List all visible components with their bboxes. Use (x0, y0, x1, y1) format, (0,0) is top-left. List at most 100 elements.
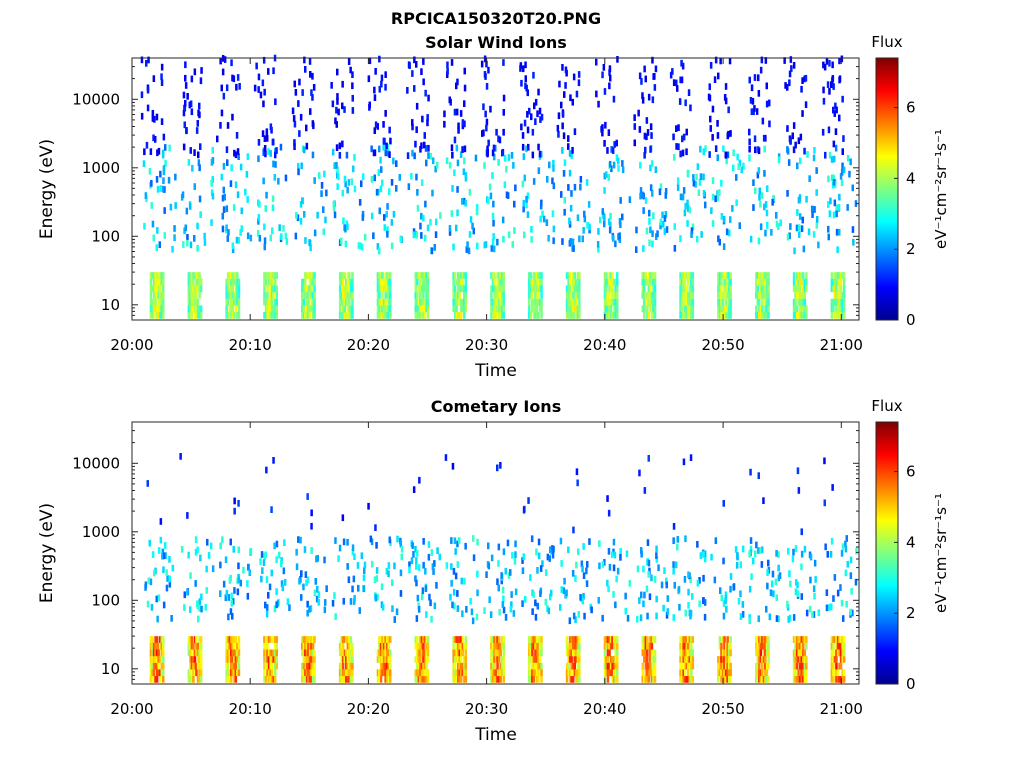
heatmap-cell (775, 615, 779, 622)
heatmap-cell (802, 305, 805, 313)
heatmap-cell (274, 656, 277, 663)
heatmap-cell (502, 636, 505, 643)
heatmap-cell (643, 649, 646, 657)
heatmap-cell (795, 662, 799, 670)
heatmap-cell (502, 606, 506, 614)
heatmap-cell (578, 649, 581, 657)
heatmap-cell (528, 292, 531, 299)
heatmap-cell (155, 285, 159, 293)
heatmap-cell (347, 576, 351, 584)
heatmap-cell (727, 662, 731, 670)
heatmap-cell (798, 669, 802, 677)
colorbar-ticks (894, 471, 898, 685)
heatmap-cell (392, 157, 395, 165)
heatmap-cell (272, 636, 275, 643)
heatmap-cell (685, 285, 688, 293)
heatmap-cell (535, 662, 539, 670)
heatmap-cell (186, 239, 189, 247)
heatmap-cell (795, 292, 799, 299)
heatmap-cell (534, 613, 538, 621)
heatmap-cell (609, 74, 612, 82)
heatmap-cell (703, 613, 707, 621)
heatmap-cell (246, 153, 250, 160)
heatmap-cell (497, 584, 500, 592)
heatmap-cell (830, 676, 834, 683)
heatmap-cell (284, 174, 288, 182)
heatmap-cell (619, 554, 622, 561)
heatmap-cell (833, 574, 837, 581)
heatmap-cell (691, 278, 695, 286)
heatmap-cell (672, 537, 675, 544)
heatmap-cell (192, 305, 195, 313)
heatmap-cell (568, 292, 572, 299)
heatmap-cell (416, 312, 419, 319)
heatmap-cell (363, 561, 367, 569)
heatmap-cell (682, 642, 685, 650)
heatmap-cell (497, 656, 501, 663)
heatmap-cell (798, 213, 802, 220)
heatmap-cell (302, 298, 306, 306)
heatmap-cell (842, 166, 846, 174)
heatmap-cell (233, 649, 236, 657)
heatmap-cell (514, 588, 518, 596)
heatmap-cell (679, 193, 683, 201)
heatmap-cell (570, 305, 573, 313)
heatmap-cell (748, 617, 751, 624)
heatmap-cell (269, 636, 272, 643)
heatmap-cell (559, 537, 563, 545)
heatmap-cell (230, 305, 233, 313)
heatmap-cell (578, 656, 581, 663)
heatmap-cell (616, 56, 619, 63)
heatmap-cell (231, 278, 234, 286)
heatmap-cell (161, 151, 165, 159)
heatmap-cell (384, 110, 387, 117)
heatmap-cell (246, 592, 250, 600)
heatmap-cell (384, 272, 387, 279)
heatmap-cell (717, 656, 720, 663)
heatmap-cell (539, 590, 542, 597)
heatmap-cell (691, 272, 695, 279)
heatmap-cell (679, 235, 682, 242)
heatmap-cell (839, 272, 843, 279)
heatmap-cell (608, 160, 612, 168)
heatmap-cell (794, 545, 798, 552)
heatmap-cell (368, 104, 371, 111)
heatmap-cell (497, 560, 500, 567)
heatmap-cell (690, 305, 693, 313)
heatmap-cell (597, 100, 600, 108)
heatmap-cell (390, 242, 394, 250)
heatmap-cell (835, 285, 838, 293)
heatmap-cell (311, 72, 314, 80)
heatmap-cell (263, 292, 266, 299)
heatmap-cell (830, 537, 834, 545)
heatmap-cell (496, 656, 499, 663)
heatmap-cell (452, 588, 456, 596)
heatmap-cell (570, 298, 573, 306)
heatmap-cell (457, 676, 460, 683)
heatmap-cell (414, 636, 417, 643)
heatmap-cell (722, 243, 726, 250)
heatmap-cell (224, 556, 228, 564)
heatmap-cell (379, 185, 383, 193)
heatmap-cell (231, 285, 234, 293)
heatmap-cell (198, 676, 201, 683)
heatmap-cell (458, 642, 461, 650)
heatmap-cell (236, 669, 239, 677)
heatmap-cell (264, 656, 268, 663)
heatmap-cell (758, 187, 761, 195)
heatmap-cell (266, 298, 269, 306)
heatmap-cell (558, 80, 561, 88)
heatmap-cell (722, 216, 726, 223)
heatmap-cell (768, 99, 771, 107)
heatmap-cell (702, 173, 705, 181)
heatmap-cell (534, 278, 537, 286)
heatmap-cell (646, 292, 649, 299)
heatmap-cell (765, 676, 769, 683)
heatmap-cell (685, 298, 688, 306)
heatmap-cell (686, 169, 690, 177)
heatmap-cell (463, 272, 466, 279)
heatmap-cell (270, 312, 274, 319)
heatmap-cell (419, 305, 422, 313)
heatmap-cell (756, 292, 759, 299)
heatmap-cell (524, 595, 527, 603)
